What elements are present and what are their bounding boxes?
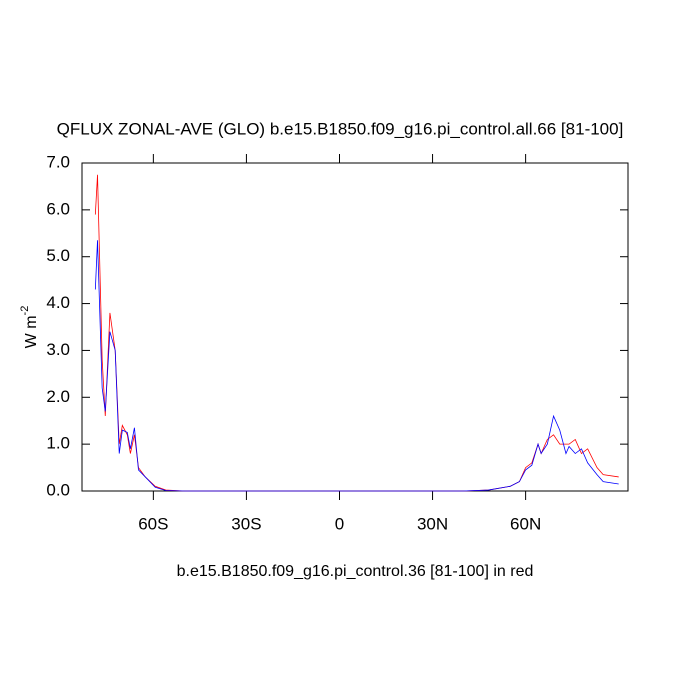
x-tick-label: 30S: [231, 514, 261, 533]
chart-title: QFLUX ZONAL-AVE (GLO) b.e15.B1850.f09_g1…: [57, 119, 624, 138]
y-axis-label: W m-2: [19, 306, 40, 349]
y-tick-label: 0.0: [46, 480, 70, 499]
y-label-sup: -2: [19, 306, 31, 316]
footer: b.e15.B1850.f09_g16.pi_control.36 [81-10…: [177, 563, 534, 580]
y-label-main: W m: [23, 315, 40, 348]
y-tick-label: 7.0: [46, 152, 70, 171]
y-tick-label: 4.0: [46, 293, 70, 312]
y-tick-label: 6.0: [46, 199, 70, 218]
x-tick-label: 30N: [417, 514, 448, 533]
y-tick-label: 1.0: [46, 434, 70, 453]
y-label: W m-2: [19, 306, 40, 349]
y-tick-label: 5.0: [46, 246, 70, 265]
series-line: [94, 240, 619, 492]
x-tick-label: 60S: [138, 514, 168, 533]
series-line: [94, 174, 619, 492]
x-tick-label: 60N: [510, 514, 541, 533]
y-tick-label: 2.0: [46, 387, 70, 406]
y-tick-label: 3.0: [46, 340, 70, 359]
x-tick-label: 0: [335, 514, 344, 533]
